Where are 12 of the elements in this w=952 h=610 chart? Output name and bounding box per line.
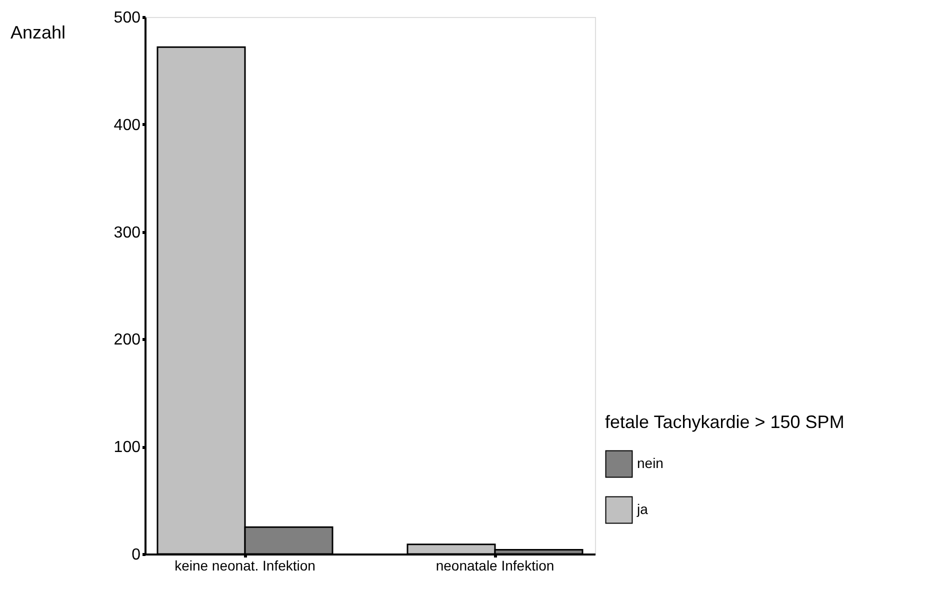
y-tick-label: 500 <box>114 10 141 26</box>
y-tick-label: 400 <box>114 116 141 134</box>
legend-label: nein <box>637 455 664 471</box>
y-tick-label: 200 <box>114 332 141 349</box>
y-tick-label: 0 <box>132 546 141 564</box>
legend-label: ja <box>636 501 648 517</box>
x-tick-label: neonatale Infektion <box>436 558 554 574</box>
y-axis-title: Anzahl <box>10 22 66 42</box>
y-tick-label: 100 <box>114 439 141 456</box>
legend-title: fetale Tachykardie > 150 SPM <box>605 412 844 432</box>
x-tick-label: keine neonat. Infektion <box>174 558 316 574</box>
y-tick-label: 300 <box>114 224 141 242</box>
